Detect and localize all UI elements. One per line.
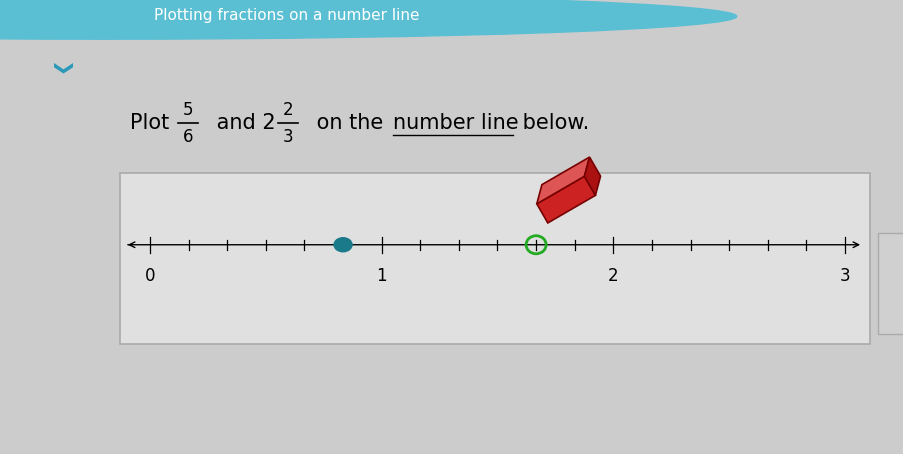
Circle shape xyxy=(0,0,736,39)
FancyBboxPatch shape xyxy=(120,173,869,344)
Text: Plot: Plot xyxy=(130,113,176,133)
Text: 3: 3 xyxy=(283,128,293,146)
Text: 5: 5 xyxy=(182,101,193,119)
Polygon shape xyxy=(536,157,589,204)
Text: ❯: ❯ xyxy=(51,61,70,77)
Text: number line: number line xyxy=(393,113,518,133)
Text: 1: 1 xyxy=(376,267,386,285)
FancyBboxPatch shape xyxy=(877,233,903,334)
Text: 2: 2 xyxy=(283,101,293,119)
Text: 3: 3 xyxy=(839,267,850,285)
Polygon shape xyxy=(583,157,600,195)
Text: Plotting fractions on a number line: Plotting fractions on a number line xyxy=(154,8,419,23)
Text: below.: below. xyxy=(516,113,589,133)
Text: on the: on the xyxy=(310,113,389,133)
Text: 2: 2 xyxy=(608,267,618,285)
Text: 6: 6 xyxy=(182,128,193,146)
Polygon shape xyxy=(536,176,595,223)
Text: 0: 0 xyxy=(144,267,155,285)
Text: and 2: and 2 xyxy=(209,113,275,133)
Ellipse shape xyxy=(334,238,351,252)
